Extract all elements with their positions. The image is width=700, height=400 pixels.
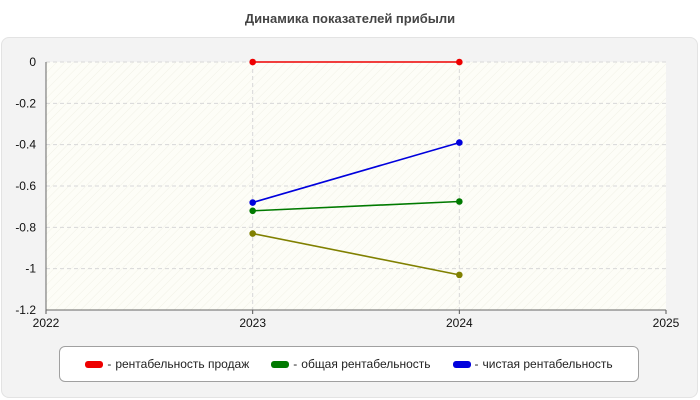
series-point-1 <box>456 198 463 205</box>
series-line-2 <box>252 141 460 204</box>
series-point-2 <box>456 139 463 146</box>
legend-label: общая рентабельность <box>301 357 431 371</box>
chart-title: Динамика показателей прибыли <box>244 11 456 26</box>
x-tick-label: 2023 <box>239 316 266 330</box>
y-tick-label: -1.2 <box>15 303 36 317</box>
legend-swatch <box>452 360 471 368</box>
series-point-3 <box>456 271 463 279</box>
y-tick-label: -0.6 <box>15 179 36 193</box>
y-tick-label: -0.8 <box>15 220 36 234</box>
legend-dash: - <box>474 357 479 371</box>
x-tick-label: 2024 <box>446 316 473 330</box>
legend-label: рентабельность продаж <box>115 357 250 371</box>
series-point-0 <box>249 58 256 66</box>
legend-dash: - <box>293 357 298 371</box>
legend-swatch <box>271 360 290 368</box>
y-tick-label: -0.2 <box>15 96 36 110</box>
legend-item: - рентабельность продаж <box>85 357 249 371</box>
legend-item: - чистая рентабельность <box>452 357 613 371</box>
y-tick-label: -0.4 <box>15 138 36 152</box>
legend-item: - общая рентабельность <box>271 357 431 371</box>
series-point-2 <box>249 199 256 206</box>
y-tick-label: -1 <box>25 262 36 276</box>
chart-legend: - рентабельность продаж - общая рентабельно… <box>59 346 639 382</box>
series-line-1 <box>252 200 460 212</box>
legend-label: чистая рентабельность <box>482 357 613 371</box>
series-point-3 <box>249 230 256 237</box>
legend-swatch <box>85 360 104 368</box>
legend-dash: - <box>107 357 112 371</box>
series-point-0 <box>456 58 463 66</box>
x-tick-label: 2022 <box>33 316 60 330</box>
y-tick-label: 0 <box>29 55 36 69</box>
series-point-1 <box>249 207 256 215</box>
series-line-3 <box>252 232 460 276</box>
x-tick-label: 2025 <box>653 316 680 330</box>
